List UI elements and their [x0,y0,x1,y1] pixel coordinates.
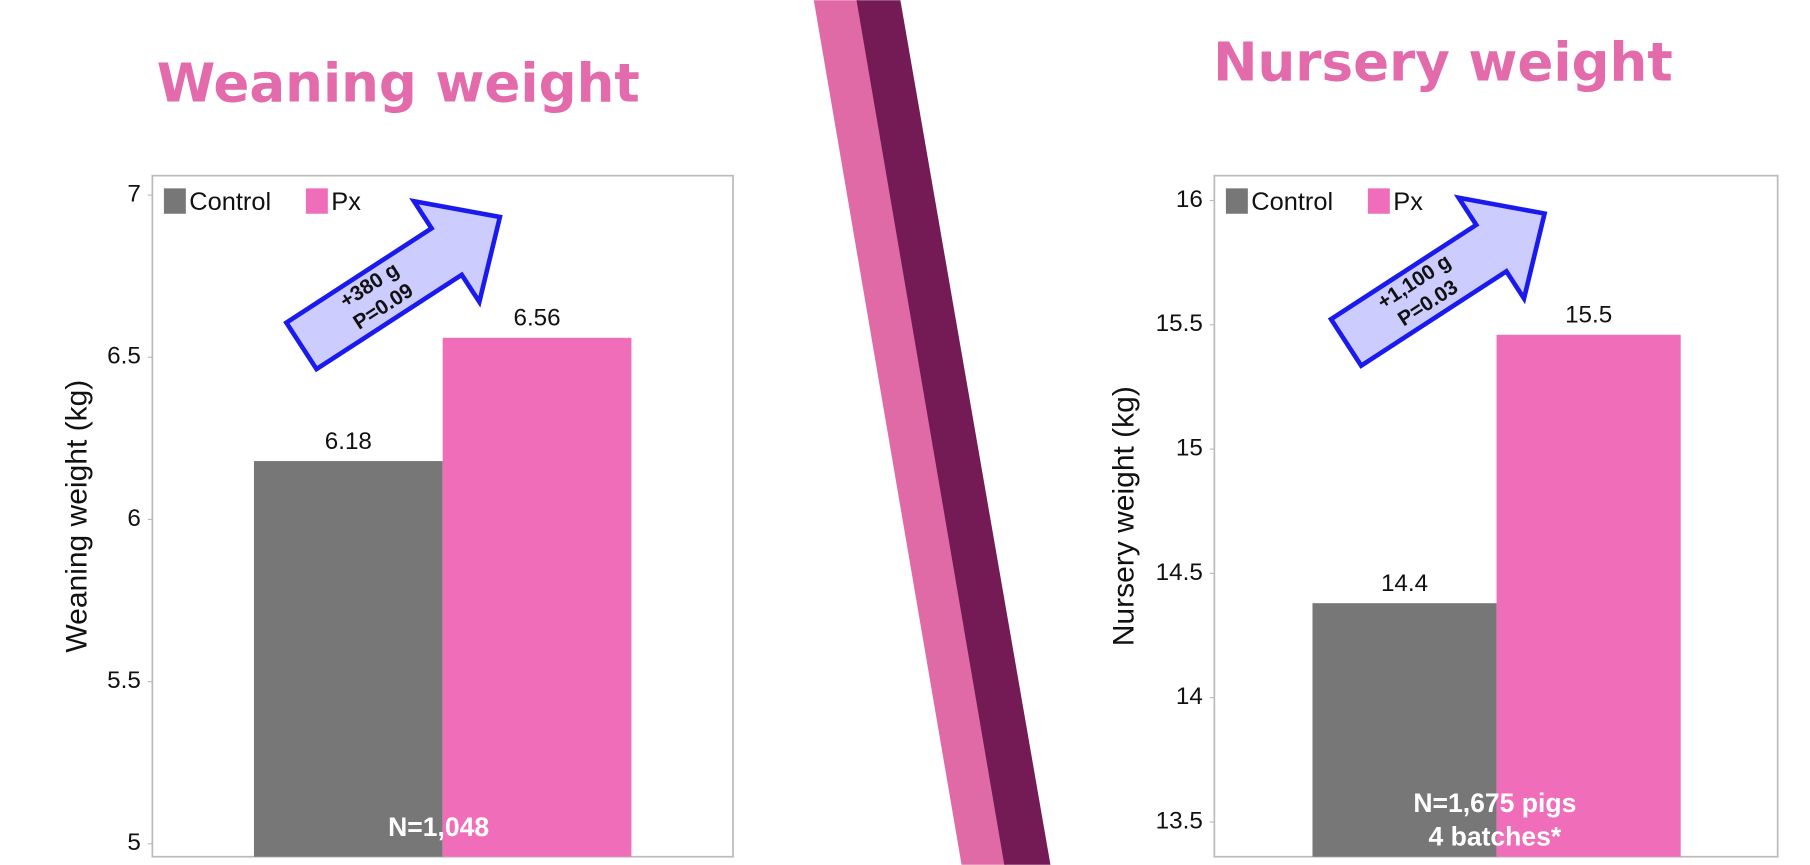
y-tick-label: 7 [127,181,140,208]
y-tick-label: 14 [1176,683,1203,710]
legend-swatch [305,188,328,214]
legend-label: Px [1393,188,1423,216]
bar [442,337,632,857]
legend-label: Control [189,188,271,216]
bar [253,461,443,857]
y-axis-label: Weaning weight (kg) [60,380,93,653]
y-tick-label: 5 [127,829,140,856]
arrow-shape [1327,194,1548,369]
legend-swatch [1225,188,1248,214]
stripe [856,0,1051,865]
y-tick-label: 13.5 [1156,807,1203,834]
y-axis-label: Nursery weight (kg) [1107,386,1140,646]
y-tick-label: 15 [1176,434,1203,461]
value-label: 15.5 [1565,302,1612,329]
annotation-arrow: +1,100 gP=0.03 [1327,194,1548,369]
y-tick-label: 6 [127,505,140,532]
legend-swatch [1367,188,1390,214]
chart-title: Nursery weight [1213,32,1673,94]
legend-label: Control [1251,188,1333,216]
stripe [813,0,1007,865]
note: 4 batches* [1428,821,1561,851]
y-tick-label: 16 [1176,186,1203,213]
y-tick-label: 15.5 [1156,310,1203,337]
y-tick-label: 14.5 [1156,559,1203,586]
y-tick-label: 6.5 [107,343,141,370]
note: N=1,675 pigs [1413,788,1576,818]
annotation-arrow: +380 gP=0.09 [283,197,503,373]
value-label: 14.4 [1381,570,1428,597]
bar [1312,603,1497,857]
value-label: 6.18 [325,428,372,455]
bar [1496,334,1681,857]
note: N=1,048 [388,812,489,842]
y-tick-label: 5.5 [107,667,141,694]
chart-title: Weaning weight [157,52,640,114]
value-label: 6.56 [513,305,560,332]
legend-swatch [163,188,186,214]
legend-label: Px [331,188,361,216]
arrow-shape [283,197,503,373]
